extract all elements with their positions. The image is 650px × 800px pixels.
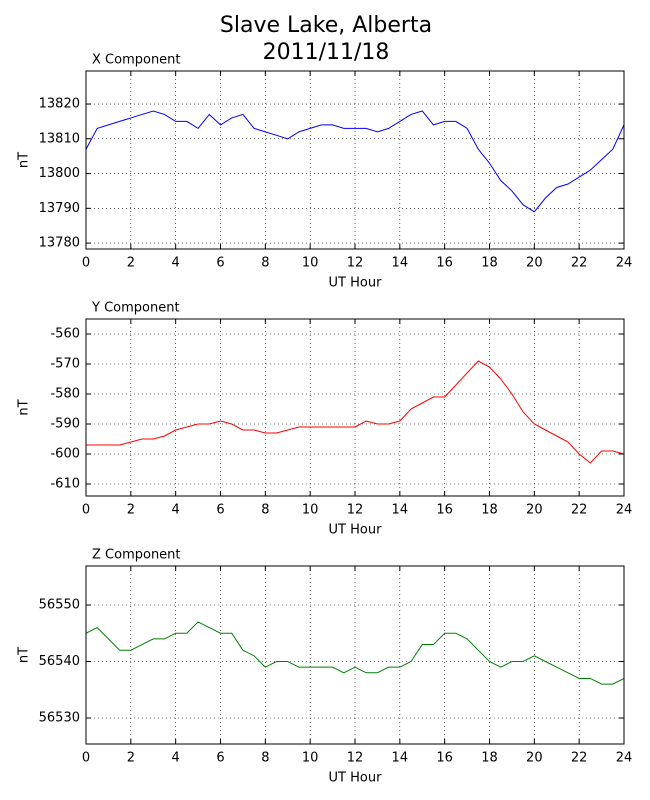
panel-title: Y Component (91, 301, 180, 316)
y-tick-label: -570 (50, 357, 80, 372)
x-tick-label: 8 (261, 503, 269, 518)
y-tick-label: -560 (50, 327, 80, 342)
x-tick-label: 2 (127, 256, 135, 271)
x-tick-label: 4 (172, 256, 180, 271)
x-tick-label: 22 (571, 503, 588, 518)
x-tick-label: 24 (616, 751, 633, 766)
x-tick-label: 22 (571, 256, 588, 271)
x-tick-label: 14 (392, 256, 409, 271)
x-tick-label: 16 (436, 503, 453, 518)
x-axis-label: UT Hour (329, 276, 383, 291)
axes-frame (85, 70, 625, 250)
x-tick-label: 2 (127, 503, 135, 518)
figure-title: Slave Lake, Alberta (220, 13, 432, 38)
x-tick-label: 16 (436, 751, 453, 766)
y-tick-label: -600 (50, 447, 80, 462)
x-tick-label: 20 (526, 503, 543, 518)
x-tick-label: 14 (392, 503, 409, 518)
figure-subtitle: 2011/11/18 (263, 40, 390, 65)
x-tick-label: 8 (261, 256, 269, 271)
y-tick-label: -610 (50, 477, 80, 492)
y-tick-label: 13800 (39, 166, 80, 181)
x-tick-label: 12 (347, 503, 364, 518)
y-tick-label: -590 (50, 417, 80, 432)
x-tick-label: 10 (302, 503, 319, 518)
x-tick-label: 0 (82, 256, 90, 271)
x-tick-label: 24 (616, 503, 633, 518)
y-tick-label: 13810 (39, 131, 80, 146)
panel-title: Z Component (92, 548, 181, 563)
y-tick-label: 56550 (39, 597, 80, 612)
x-tick-label: 2 (127, 751, 135, 766)
x-tick-label: 12 (347, 751, 364, 766)
x-tick-label: 0 (82, 503, 90, 518)
x-tick-label: 22 (571, 751, 588, 766)
x-tick-label: 8 (261, 751, 269, 766)
data-line (86, 360, 625, 464)
y-tick-label: 13780 (39, 236, 80, 251)
y-tick-label: 56540 (39, 654, 80, 669)
x-tick-label: 18 (481, 503, 498, 518)
x-tick-label: 10 (302, 256, 319, 271)
x-tick-label: 16 (436, 256, 453, 271)
data-line (85, 110, 625, 213)
panel-title: X Component (92, 53, 181, 68)
x-tick-label: 4 (172, 503, 180, 518)
x-axis-label: UT Hour (329, 523, 383, 538)
x-tick-label: 4 (172, 751, 180, 766)
y-tick-label: 56530 (39, 711, 80, 726)
x-axis-label: UT Hour (329, 771, 383, 786)
y-axis-label: nT (17, 399, 32, 415)
x-tick-label: 10 (302, 751, 319, 766)
x-tick-label: 12 (347, 256, 364, 271)
x-tick-label: 20 (526, 751, 543, 766)
x-tick-label: 18 (481, 256, 498, 271)
x-tick-label: 18 (481, 751, 498, 766)
x-tick-label: 20 (526, 256, 543, 271)
axes-frame (85, 318, 625, 497)
y-tick-label: 13820 (39, 97, 80, 112)
axes-frame (85, 565, 625, 745)
x-tick-label: 6 (216, 503, 224, 518)
y-axis-label: nT (17, 152, 32, 168)
x-tick-label: 6 (216, 751, 224, 766)
y-tick-label: -580 (50, 387, 80, 402)
x-tick-label: 24 (616, 256, 633, 271)
y-axis-label: nT (17, 647, 32, 663)
x-tick-label: 0 (82, 751, 90, 766)
x-tick-label: 14 (392, 751, 409, 766)
y-tick-label: 13790 (39, 201, 80, 216)
x-tick-label: 6 (216, 256, 224, 271)
data-line (85, 621, 625, 685)
